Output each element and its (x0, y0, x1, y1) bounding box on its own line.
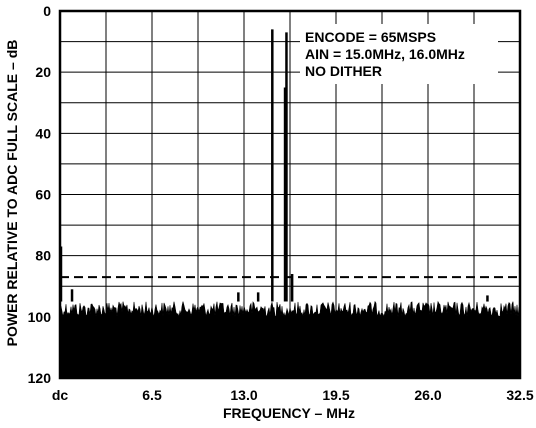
x-tick-label: 13.0 (230, 387, 257, 403)
x-tick-label: dc (52, 387, 69, 403)
x-tick-label: 26.0 (414, 387, 441, 403)
y-tick-label: 120 (28, 370, 52, 386)
annotation-line-3: NO DITHER (305, 63, 382, 79)
annotation-line-2: AIN = 15.0MHz, 16.0MHz (305, 46, 465, 62)
y-tick-label: 0 (43, 3, 51, 19)
y-tick-label: 60 (35, 187, 51, 203)
x-axis-label: FREQUENCY – MHz (223, 405, 355, 421)
annotation-line-1: ENCODE = 65MSPS (305, 29, 436, 45)
y-tick-label: 40 (35, 125, 51, 141)
annotation-background (300, 24, 498, 84)
y-tick-label: 80 (35, 248, 51, 264)
y-tick-label: 100 (28, 309, 52, 325)
y-tick-label: 20 (35, 64, 51, 80)
x-tick-labels: dc 6.5 13.0 19.5 26.0 32.5 (52, 387, 534, 403)
x-tick-label: 6.5 (142, 387, 162, 403)
x-tick-label: 19.5 (322, 387, 349, 403)
noise-floor (59, 300, 521, 379)
plot-frame (58, 9, 522, 380)
y-tick-labels: 0 20 40 60 80 100 120 (28, 3, 52, 386)
y-axis-label: POWER RELATIVE TO ADC FULL SCALE – dB (4, 40, 20, 347)
x-tick-label: 32.5 (506, 387, 533, 403)
